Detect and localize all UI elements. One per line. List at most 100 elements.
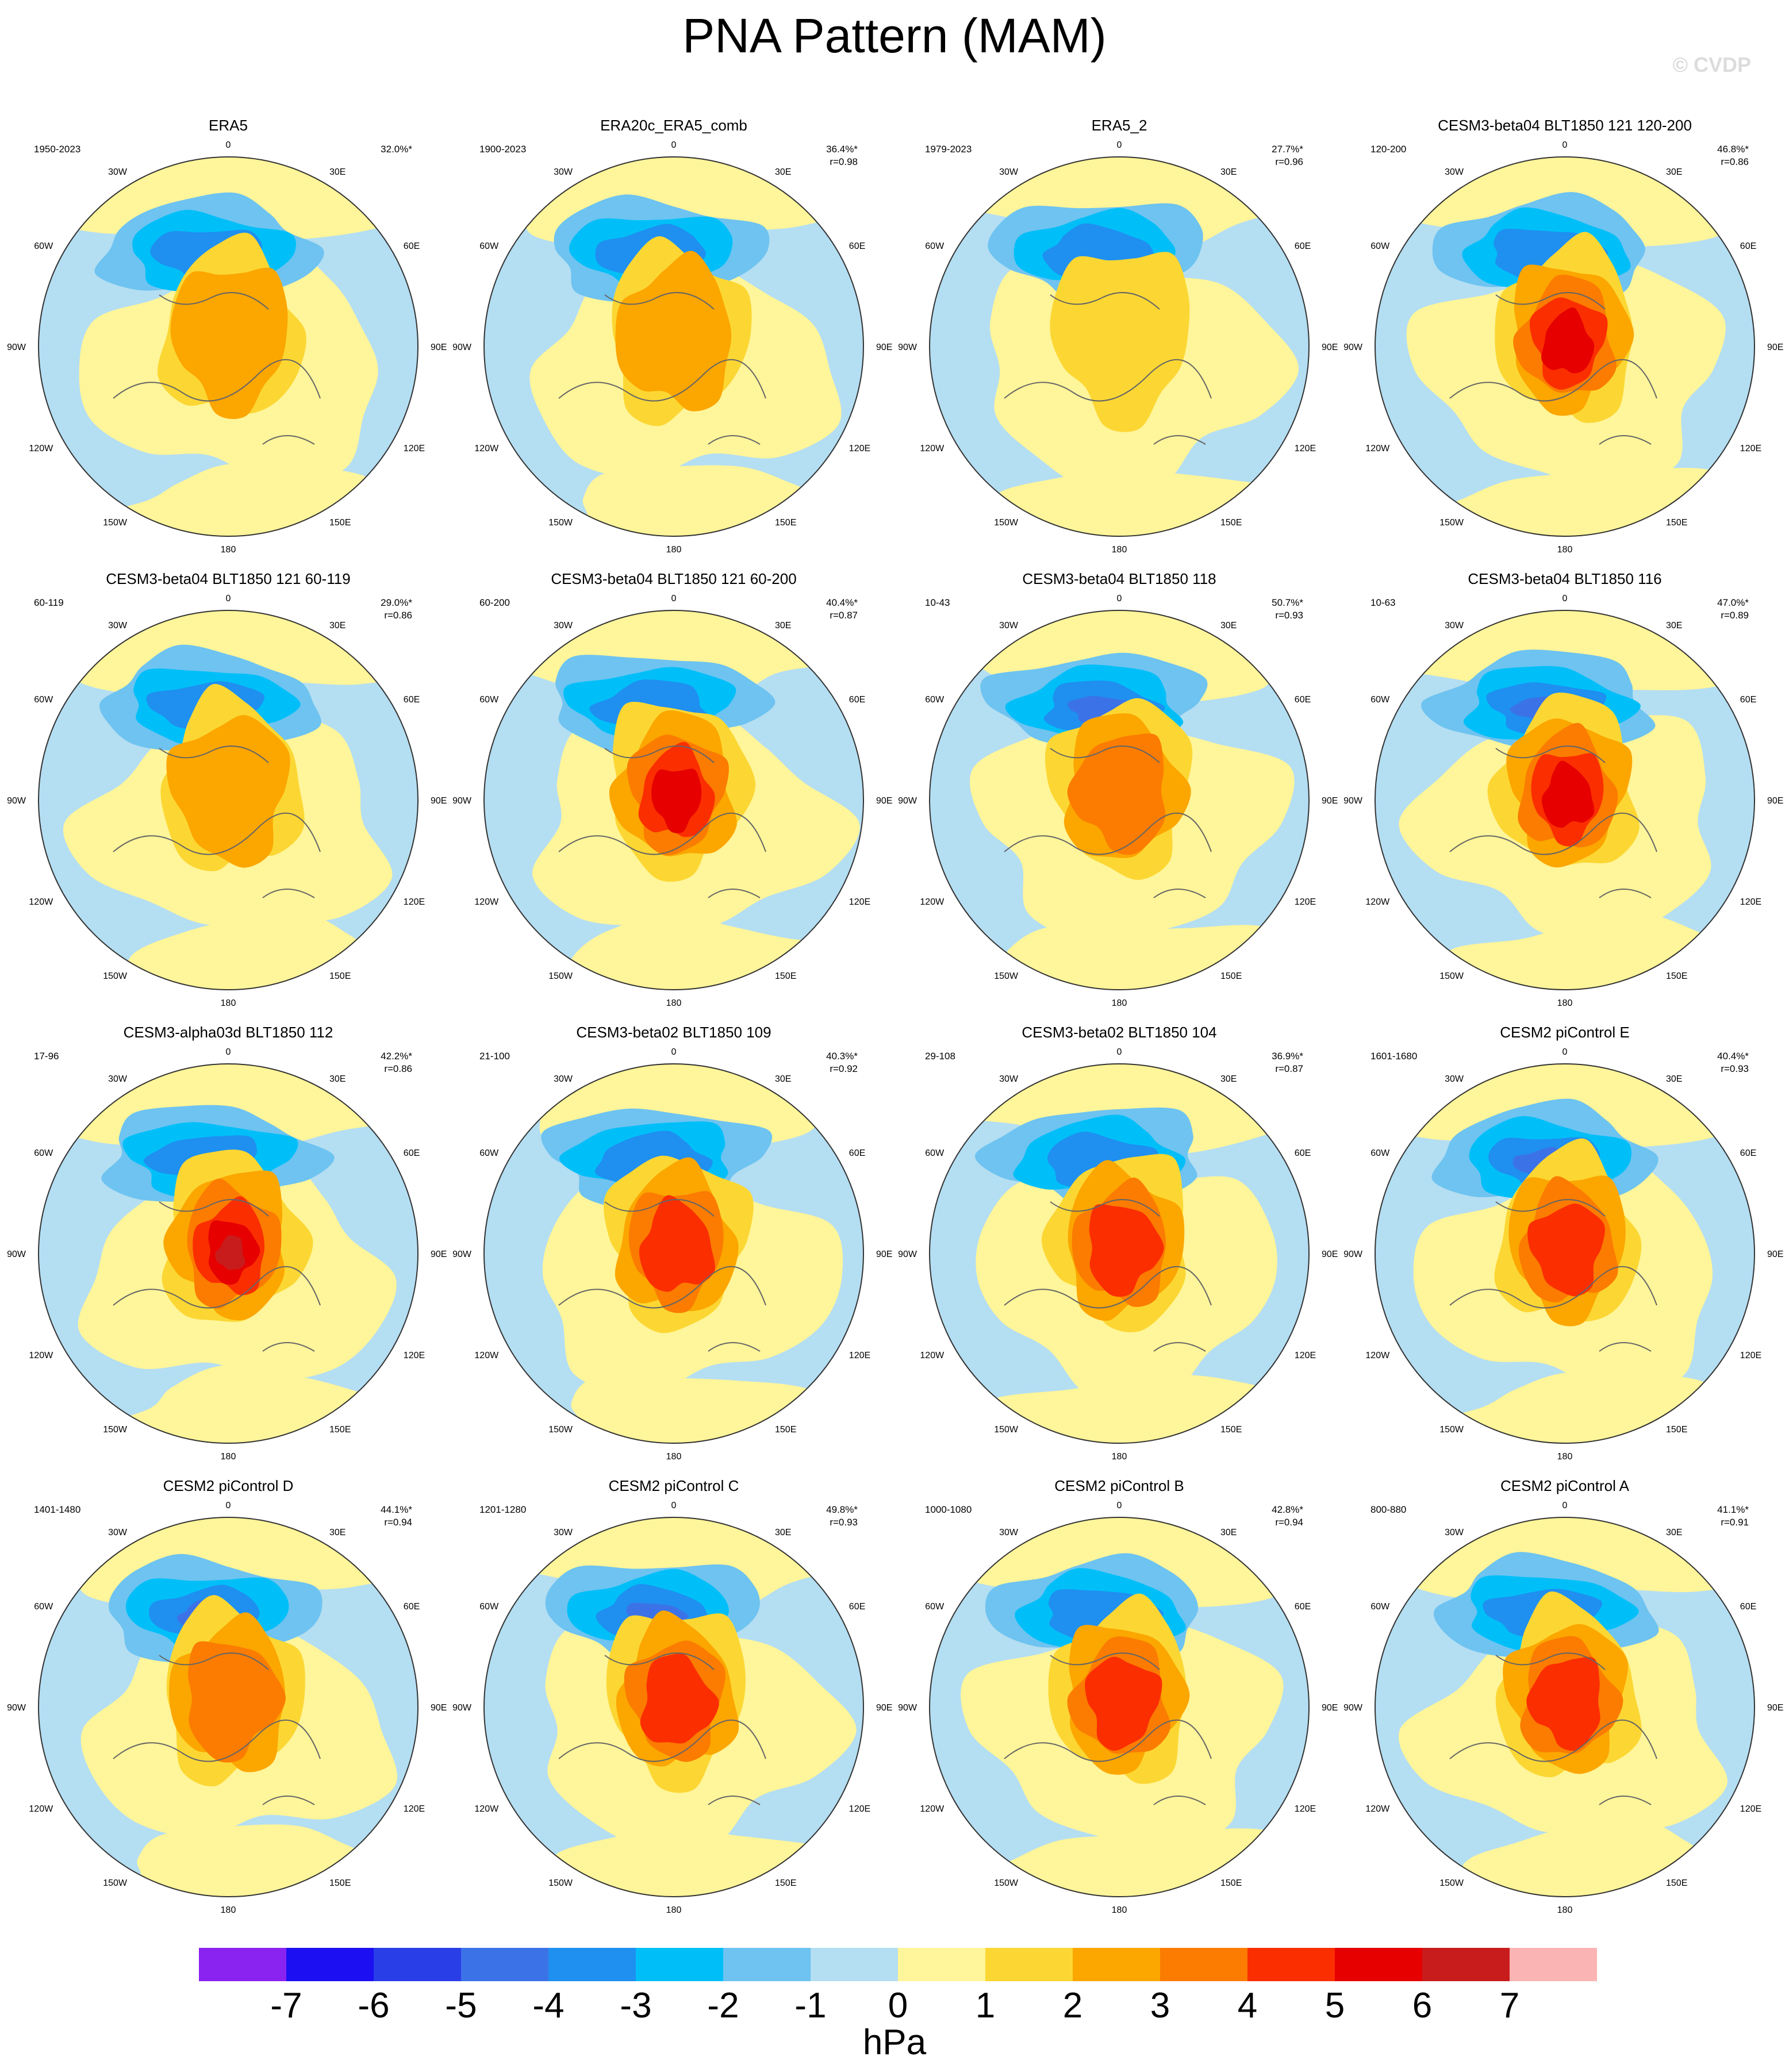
slp-field: [484, 1517, 863, 1897]
panel-pattern-corr: r=0.93: [1275, 610, 1303, 621]
lon-label: 120W: [920, 1804, 945, 1814]
lon-label: 60W: [1370, 1148, 1390, 1158]
contour-region: [1375, 157, 1755, 247]
map-border: [38, 610, 419, 990]
panel-variance-pct: 44.1%*: [381, 1504, 412, 1515]
panel-title: CESM2 piControl A: [1500, 1477, 1630, 1494]
contour-region: [1375, 1064, 1755, 1147]
lon-label: 90E: [876, 343, 892, 352]
contour-region: [651, 768, 702, 833]
contour-region: [1441, 1819, 1755, 1897]
colorbar-swatch: [636, 1948, 723, 1981]
panel-title: CESM3-beta04 BLT1850 118: [1022, 570, 1216, 587]
map-panel: CESM2 piControl B 1000-1080 42.8%* r=0.94 18…: [898, 1477, 1338, 1915]
lon-label: 150E: [775, 1425, 796, 1435]
panel-title: ERA20c_ERA5_comb: [600, 117, 747, 134]
lon-label: 90W: [7, 1703, 26, 1713]
lon-label: 30E: [329, 1074, 345, 1084]
colorbar-tick-label: 6: [1412, 1986, 1433, 2025]
lon-label: 120E: [1295, 1351, 1316, 1360]
lon-label: 150E: [329, 971, 351, 981]
contour-region: [1050, 252, 1190, 432]
lon-label: 180: [1112, 998, 1127, 1008]
lon-label: 60W: [479, 695, 499, 705]
lon-label: 120E: [849, 1351, 870, 1360]
lon-label: 180: [221, 1452, 236, 1462]
lon-label: 120W: [1365, 444, 1390, 453]
map-border: [38, 1517, 419, 1897]
lon-label: 90W: [7, 1250, 26, 1259]
lon-label: 90E: [431, 343, 447, 352]
lon-label: 0: [1117, 594, 1122, 603]
contour-region: [639, 1195, 715, 1292]
lon-label: 60E: [1295, 1602, 1311, 1612]
lon-label: 150W: [1439, 1878, 1464, 1888]
lon-label: 0: [1117, 1047, 1122, 1057]
contour-region: [986, 1375, 1309, 1443]
lon-label: 90E: [431, 796, 447, 806]
colorbar-tick-label: 3: [1150, 1986, 1170, 2025]
lon-label: 0: [671, 1047, 677, 1057]
colorbar-swatch: [461, 1948, 548, 1981]
colorbar-swatch: [1422, 1948, 1510, 1981]
colorbar-swatch: [286, 1948, 374, 1981]
panel-title: CESM3-beta04 BLT1850 121 60-119: [106, 570, 350, 587]
lon-label: 0: [226, 1047, 231, 1057]
colorbar-tick-label: -5: [445, 1986, 477, 2025]
slp-field: [930, 157, 1309, 536]
coastline: [113, 745, 321, 898]
slp-field: [484, 1064, 863, 1443]
lon-label: 30E: [1220, 1528, 1237, 1537]
lon-label: 90W: [898, 343, 917, 352]
panel-years: 120-200: [1370, 144, 1406, 155]
contour-region: [996, 468, 1309, 536]
contour-region: [170, 267, 288, 419]
contour-region: [106, 1365, 418, 1443]
lon-label: 90W: [1343, 343, 1363, 352]
slp-field: [1375, 157, 1755, 536]
contour-region: [1085, 1656, 1162, 1751]
lon-label: 150E: [329, 1878, 351, 1888]
lon-label: 30E: [329, 621, 345, 631]
lon-label: 150W: [994, 1425, 1019, 1435]
panel-pattern-corr: r=0.98: [830, 156, 858, 167]
lon-label: 150W: [994, 971, 1019, 981]
map-border: [1375, 156, 1755, 537]
coastline: [1004, 745, 1212, 898]
lon-label: 150W: [103, 1425, 128, 1435]
cvdp-watermark: © CVDP: [1672, 53, 1751, 76]
panel-years: 29-108: [925, 1051, 955, 1062]
lon-label: 180: [666, 1905, 682, 1915]
contour-region: [39, 610, 418, 697]
map-border: [483, 1063, 864, 1444]
contour-region: [571, 1375, 863, 1443]
contour-region: [39, 157, 418, 240]
panel-years: 1950-2023: [34, 144, 80, 155]
lon-label: 180: [1557, 1452, 1573, 1462]
colorbar-swatch: [199, 1948, 286, 1981]
coastline: [1449, 1199, 1657, 1352]
lon-label: 0: [1563, 1501, 1568, 1510]
lon-label: 180: [221, 1905, 236, 1915]
panel-title: CESM3-alpha03d BLT1850 112: [124, 1024, 333, 1041]
contour-region: [89, 463, 418, 536]
coastline: [558, 1199, 766, 1352]
lon-label: 180: [1112, 1905, 1127, 1915]
contour-region: [930, 1517, 1309, 1608]
panel-variance-pct: 32.0%*: [381, 144, 412, 155]
lon-label: 120E: [404, 1351, 425, 1360]
lon-label: 120E: [1740, 897, 1761, 907]
panel-variance-pct: 40.4%*: [826, 597, 858, 608]
lon-label: 180: [1557, 998, 1573, 1008]
lon-label: 120E: [1295, 444, 1316, 453]
lon-label: 30W: [999, 1528, 1019, 1537]
lon-label: 90E: [1767, 343, 1783, 352]
map-border: [38, 156, 419, 537]
lon-label: 120W: [474, 444, 499, 453]
coastline: [1449, 292, 1657, 445]
coastline: [558, 745, 766, 898]
lon-label: 150E: [1666, 971, 1687, 981]
panel-years: 800-880: [1370, 1504, 1406, 1515]
lon-label: 90W: [1343, 1250, 1363, 1259]
lon-label: 120E: [404, 1804, 425, 1814]
